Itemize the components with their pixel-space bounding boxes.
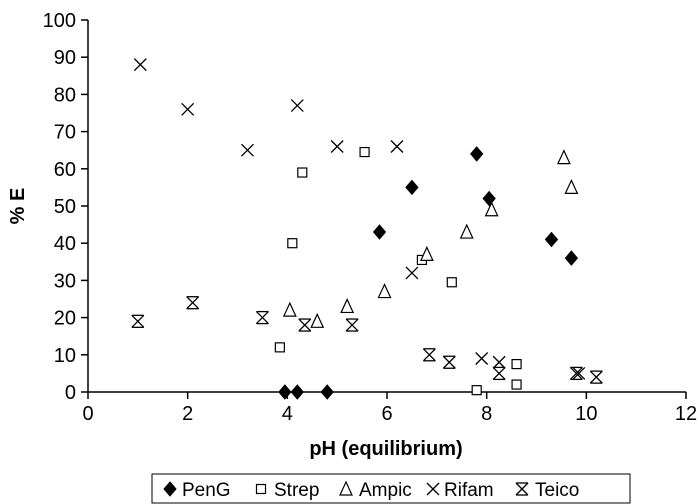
y-tick-label: 60 [54, 159, 76, 181]
rifam-point [290, 99, 304, 113]
rifam-point [181, 102, 195, 116]
data-points [131, 58, 603, 400]
legend-label-teico: Teico [535, 480, 579, 501]
y-tick-label: 20 [54, 308, 76, 330]
teico-point [255, 310, 269, 325]
x-tick-label: 8 [481, 403, 492, 425]
peng-point [564, 250, 579, 266]
legend-marker-ampic [339, 480, 353, 496]
x-tick-label: 4 [282, 403, 293, 425]
legend-marker-rifam [426, 482, 440, 496]
rifam-point [390, 140, 404, 153]
y-tick-label: 100 [43, 10, 76, 32]
ampic-point [556, 149, 571, 165]
ampic-point [564, 178, 579, 194]
strep-point [511, 359, 522, 370]
teico-point [492, 366, 506, 381]
rifam-point [492, 355, 506, 369]
ampic-point [377, 283, 392, 299]
y-tick-label: 10 [54, 345, 76, 367]
rifam-point [572, 366, 586, 380]
x-axis-title: pH (equilibrium) [309, 438, 462, 460]
peng-point [405, 179, 419, 196]
rifam-point [330, 140, 344, 153]
legend-marker-teico [515, 482, 529, 496]
teico-point [131, 314, 145, 328]
x-tick-label: 2 [182, 403, 193, 425]
ampic-point [484, 201, 499, 217]
legend-label-rifam: Rifam [444, 480, 494, 501]
y-tick-label: 50 [54, 196, 76, 218]
teico-point [422, 348, 436, 362]
peng-point [278, 384, 292, 400]
y-tick-label: 0 [65, 382, 76, 404]
y-ticks: 0 10 20 30 40 50 60 70 80 90 100 [43, 10, 88, 404]
y-tick-label: 80 [54, 84, 76, 106]
x-tick-label: 6 [381, 403, 392, 425]
legend-label-peng: PenG [182, 480, 231, 501]
peng-point [372, 224, 387, 240]
ampic-point [340, 298, 355, 314]
legend-box [151, 473, 631, 504]
rifam-point [405, 266, 419, 280]
legend: PenG Strep Ampic Rifam Teico [151, 473, 631, 504]
y-tick-label: 90 [54, 47, 76, 69]
peng-point [290, 384, 304, 400]
x-tick-label: 12 [675, 403, 697, 425]
strep-point [471, 385, 482, 396]
peng-point [470, 146, 484, 162]
ampic-point [419, 245, 434, 261]
teico-point [589, 370, 603, 384]
peng-point [544, 231, 559, 248]
teico-point [298, 318, 312, 332]
strep-point [297, 167, 308, 178]
legend-label-ampic: Ampic [359, 480, 412, 501]
rifam-point [241, 143, 254, 157]
legend-marker-strep [255, 483, 267, 495]
ampic-point [310, 312, 325, 328]
peng-point [482, 190, 496, 207]
y-tick-label: 70 [54, 122, 76, 144]
x-ticks: 0 2 4 6 8 10 12 [82, 392, 697, 425]
teico-point [442, 355, 456, 369]
rifam-point [475, 352, 489, 365]
x-tick-label: 10 [575, 403, 597, 425]
ampic-point [282, 301, 297, 317]
strep-point [274, 342, 285, 353]
strep-point [511, 379, 522, 390]
rifam-point [133, 58, 147, 72]
strep-point [446, 277, 457, 288]
ampic-point [459, 223, 474, 239]
strep-point [287, 238, 298, 249]
y-tick-label: 40 [54, 233, 76, 255]
teico-point [569, 366, 583, 381]
y-tick-label: 30 [54, 270, 76, 292]
legend-marker-peng [163, 481, 177, 497]
y-axis-title: % E [7, 188, 29, 225]
legend-label-strep: Strep [274, 480, 319, 501]
peng-point [320, 384, 334, 400]
teico-point [345, 318, 359, 332]
strep-point [359, 146, 370, 158]
teico-point [186, 296, 200, 310]
x-tick-label: 0 [82, 403, 93, 425]
